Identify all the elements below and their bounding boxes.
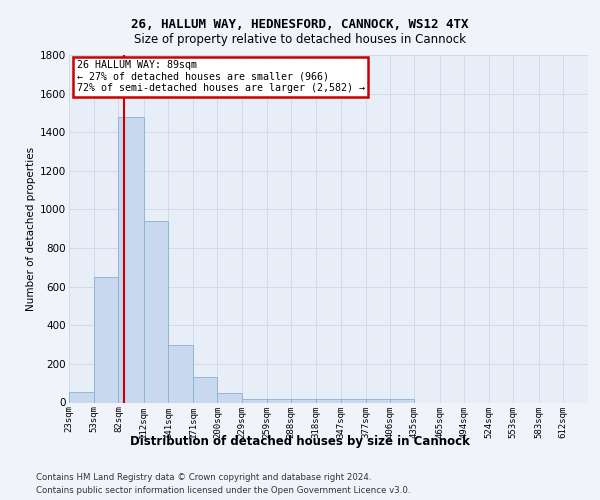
Text: 26, HALLUM WAY, HEDNESFORD, CANNOCK, WS12 4TX: 26, HALLUM WAY, HEDNESFORD, CANNOCK, WS1… [131, 18, 469, 30]
Text: Contains public sector information licensed under the Open Government Licence v3: Contains public sector information licen… [36, 486, 410, 495]
Bar [316, 398, 341, 402]
Bar [242, 398, 267, 402]
Bar [143, 221, 168, 402]
Bar [168, 344, 193, 403]
Bar [118, 117, 143, 403]
Text: Size of property relative to detached houses in Cannock: Size of property relative to detached ho… [134, 32, 466, 46]
Text: Contains HM Land Registry data © Crown copyright and database right 2024.: Contains HM Land Registry data © Crown c… [36, 472, 371, 482]
Bar [193, 378, 217, 402]
Y-axis label: Number of detached properties: Number of detached properties [26, 146, 36, 311]
Bar [267, 398, 291, 402]
Bar [69, 392, 94, 402]
Bar [366, 398, 390, 402]
Bar [341, 398, 366, 402]
Bar [291, 398, 316, 402]
Bar [94, 277, 118, 402]
Text: Distribution of detached houses by size in Cannock: Distribution of detached houses by size … [130, 435, 470, 448]
Bar [217, 393, 242, 402]
Text: 26 HALLUM WAY: 89sqm
← 27% of detached houses are smaller (966)
72% of semi-deta: 26 HALLUM WAY: 89sqm ← 27% of detached h… [77, 60, 365, 94]
Bar [390, 398, 415, 402]
